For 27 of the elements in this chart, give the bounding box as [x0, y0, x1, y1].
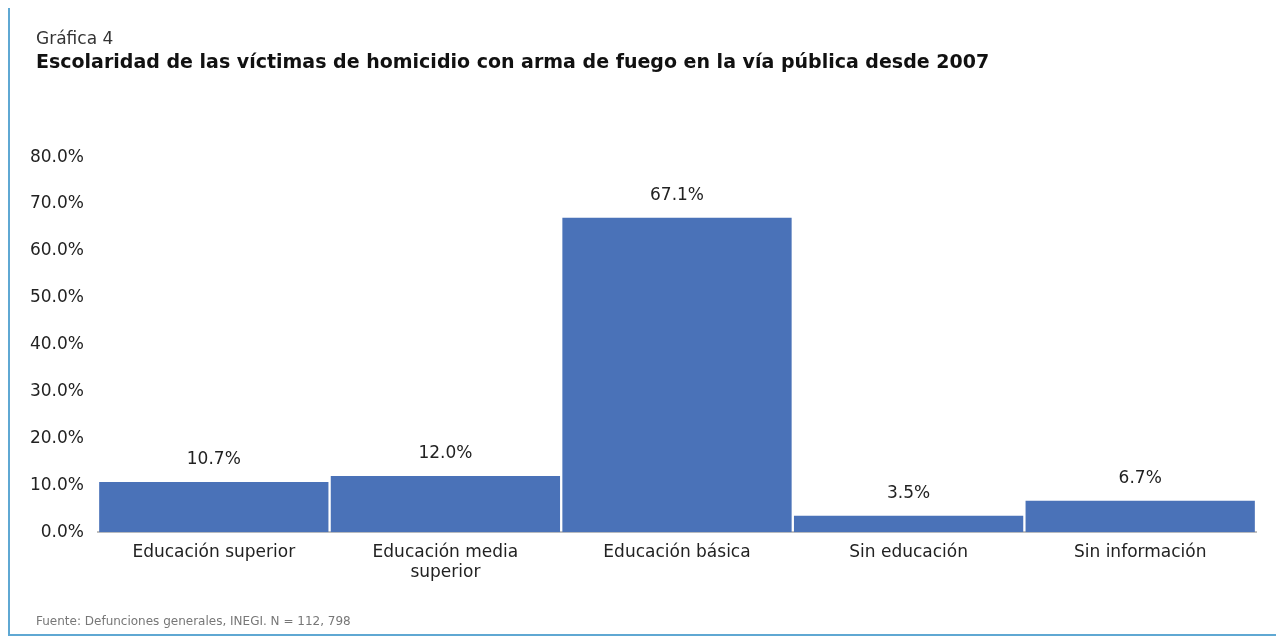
data-label: 3.5%	[887, 481, 931, 502]
y-tick-label: 50.0%	[29, 286, 84, 307]
chart-subtitle: Gráfica 4	[36, 28, 114, 48]
y-tick-label: 0.0%	[40, 520, 84, 541]
bar	[793, 515, 1024, 533]
bar	[562, 217, 792, 533]
bar	[330, 475, 561, 533]
data-label: 67.1%	[649, 183, 705, 204]
y-tick-label: 60.0%	[29, 239, 84, 260]
x-tick-label: Educación media superior	[372, 540, 519, 582]
y-tick-label: 40.0%	[29, 333, 84, 354]
bar	[99, 482, 329, 533]
x-tick-label: Sin información	[1073, 540, 1207, 561]
chart-title: Escolaridad de las víctimas de homicidio con arma de fuego en la vía pública desde 2007	[36, 50, 990, 72]
data-label: 6.7%	[1118, 466, 1162, 487]
bar	[1025, 500, 1255, 533]
data-label: 12.0%	[418, 441, 473, 462]
data-label: 10.7%	[186, 447, 241, 468]
x-tick-label: Educación básica	[603, 540, 751, 561]
y-tick-label: 20.0%	[29, 426, 84, 447]
x-tick-label: Educación superior	[132, 540, 296, 561]
x-tick-label: Sin educación	[849, 540, 968, 561]
y-tick-label: 80.0%	[29, 145, 84, 166]
source-note: Fuente: Defunciones generales, INEGI. N = 112, 798	[36, 614, 351, 628]
y-tick-label: 30.0%	[29, 380, 84, 400]
y-tick-label: 10.0%	[29, 473, 84, 494]
y-tick-label: 70.0%	[29, 192, 84, 213]
